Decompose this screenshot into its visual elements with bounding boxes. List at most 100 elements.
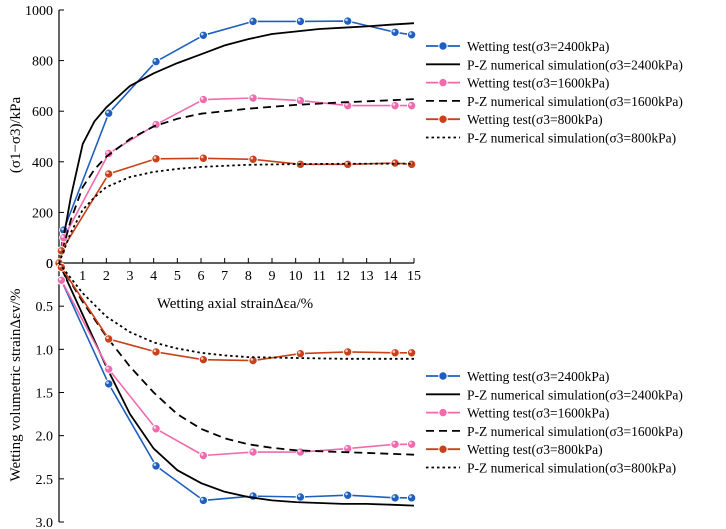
stress-y-tick-label: 400 [32,156,53,171]
x-tick-label: 10 [289,269,303,284]
volumetric-data-point-highlight [392,350,396,353]
stress-data-point-highlight [297,18,301,22]
stress-data-point-highlight [58,248,62,251]
x-tick-label: 8 [245,269,252,284]
stress-series-line-5 [58,162,415,264]
volumetric-data-point-2-2 [151,424,161,434]
stress-series-group [54,16,417,268]
volumetric-data-point-highlight [345,349,348,353]
volumetric-data-point-highlight [392,495,396,498]
stress-data-point-highlight [200,155,204,159]
stress-data-point-0-2 [104,108,114,118]
stress-data-point-0-3 [151,56,161,67]
volumetric-legend-label: P-Z numerical simulation(σ3=2400kPa) [467,387,683,402]
volumetric-data-point-0-6 [343,490,353,500]
volumetric-data-point-highlight [153,349,157,353]
stress-data-point-4-3 [151,154,161,164]
stress-data-point-2-9 [406,100,417,111]
x-tick-label: 12 [336,269,350,284]
volumetric-y-tick-label: 1.5 [36,387,54,402]
stress-legend-label: P-Z numerical simulation(σ3=2400kPa) [467,57,683,72]
volumetric-data-point-2-7 [390,439,400,449]
volumetric-data-point-4-0 [56,262,67,273]
stress-data-point-4-2 [104,169,114,179]
volumetric-data-point-highlight [345,446,348,449]
volumetric-data-point-highlight [200,357,204,360]
stress-legend: Wetting test(σ3=2400kPa) P-Z numerical si… [426,39,683,146]
stress-data-point-highlight [409,103,412,106]
volumetric-y-tick-label: 2.5 [36,473,54,488]
volumetric-data-point-highlight [153,426,157,429]
volumetric-data-point-highlight [392,441,396,445]
stress-data-point-0-8 [390,27,400,37]
volumetric-data-point-0-1 [104,379,114,389]
stress-data-point-highlight [200,97,204,100]
x-tick-label: 5 [174,269,181,284]
volumetric-data-point-highlight [409,350,412,353]
volumetric-data-point-0-8 [406,493,417,503]
stress-y-tick-label: 800 [32,55,53,70]
stress-data-point-2-5 [248,93,258,103]
x-axis-title: Wetting axial strainΔεa/% [157,296,313,312]
volumetric-data-point-highlight [153,463,157,466]
x-tick-label: 9 [269,269,276,284]
stress-data-point-highlight [392,103,396,106]
volumetric-data-point-4-2 [151,347,161,357]
stress-y-tick-label: 600 [32,105,53,120]
volumetric-data-point-highlight [345,492,348,496]
volumetric-data-point-highlight [297,351,301,354]
volumetric-series-line-3 [58,262,415,456]
volumetric-y-tick-label: 0.5 [36,300,54,315]
stress-data-point-2-6 [295,95,306,106]
volumetric-data-point-2-3 [198,450,209,461]
stress-data-point-0-7 [343,16,353,26]
x-tick-label: 1 [79,269,86,284]
stress-legend-label: Wetting test(σ3=800kPa) [467,112,603,127]
x-tick-label: 11 [313,269,326,284]
volumetric-data-point-4-7 [390,348,400,358]
volumetric-data-point-highlight [58,264,62,268]
stress-data-point-highlight [345,161,348,165]
stress-data-point-0-4 [198,30,209,40]
volumetric-data-point-highlight [297,494,301,498]
volumetric-y-axis-title: Wetting volumetric strainΔεv/% [8,288,24,481]
x-tick-label: 14 [383,269,397,284]
stress-data-point-highlight [250,18,254,22]
x-tick-label: 3 [127,269,134,284]
stress-y-axis-title: (σ1−σ3)/kPa [8,97,24,174]
stress-legend-marker [438,114,448,124]
volumetric-data-point-highlight [409,441,412,445]
stress-data-point-highlight [297,98,301,101]
stress-data-point-4-4 [198,153,209,163]
stress-data-point-highlight [200,32,204,36]
stress-data-point-4-5 [248,154,258,164]
stress-data-point-highlight [345,18,348,22]
x-tick-label: 7 [221,269,228,284]
volumetric-legend-label: Wetting test(σ3=2400kPa) [467,369,609,384]
volumetric-legend-marker [438,371,448,381]
volumetric-data-point-highlight [200,453,204,456]
volumetric-data-point-0-2 [151,461,161,471]
stress-data-point-highlight [250,156,254,160]
stress-data-point-4-7 [343,159,353,170]
stress-data-point-highlight [153,122,157,125]
stress-data-point-highlight [392,29,396,33]
volumetric-data-point-highlight [58,277,62,281]
stress-data-point-2-8 [390,100,400,111]
stress-series-line-3 [58,98,415,264]
stress-series-line-0 [58,20,412,264]
stress-data-point-highlight [345,103,348,106]
volumetric-data-point-2-5 [295,447,306,457]
stress-legend-label: P-Z numerical simulation(σ3=1600kPa) [467,94,683,109]
volumetric-data-point-highlight [106,336,109,340]
stress-legend-marker [438,77,448,88]
stress-legend-label: P-Z numerical simulation(σ3=800kPa) [467,131,676,146]
stress-legend-label: Wetting test(σ3=1600kPa) [467,76,609,91]
x-tick-label: 15 [407,269,421,284]
volumetric-data-point-highlight [297,449,301,453]
volumetric-data-point-highlight [250,493,254,497]
volumetric-data-point-2-0 [56,275,67,285]
